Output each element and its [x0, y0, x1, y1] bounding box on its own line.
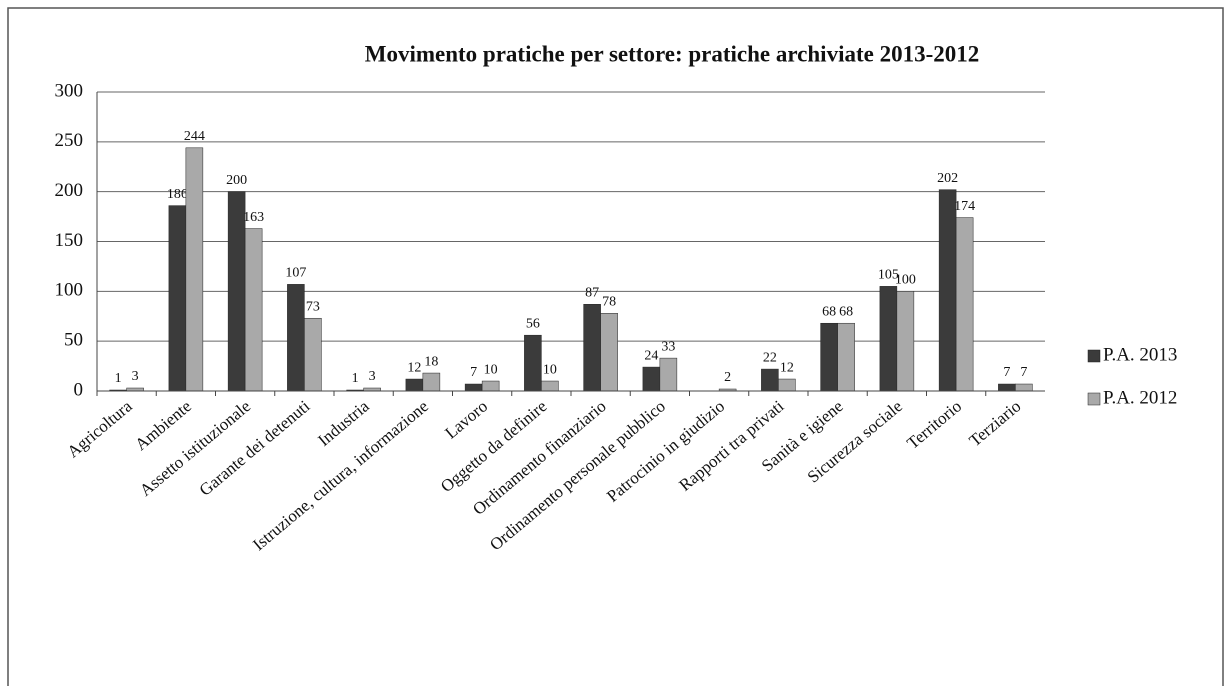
bar	[642, 366, 661, 392]
bar	[524, 334, 542, 392]
bar	[778, 378, 796, 392]
x-tick-label: Terziario	[965, 397, 1024, 451]
x-tick-label: Garante dei detenuti	[196, 396, 314, 499]
value-label: 56	[526, 316, 540, 331]
y-tick-label: 250	[55, 130, 84, 151]
value-label: 24	[644, 348, 658, 363]
bar	[837, 322, 855, 392]
legend-label: P.A. 2012	[1103, 387, 1177, 408]
bar	[422, 372, 441, 392]
value-label: 7	[470, 365, 477, 380]
value-label: 163	[243, 210, 264, 225]
x-tick-label: Oggetto da definire	[437, 397, 550, 497]
bar	[998, 383, 1016, 392]
bar	[244, 228, 263, 392]
bar	[287, 284, 305, 392]
bar	[761, 368, 779, 392]
value-label: 73	[306, 299, 320, 314]
bar	[168, 205, 187, 392]
value-label: 7	[1003, 365, 1010, 380]
bar	[896, 291, 915, 392]
value-label: 1	[352, 371, 359, 386]
y-tick-label: 300	[55, 80, 84, 101]
x-tick-label: Agricoltura	[63, 396, 136, 461]
bar	[464, 383, 483, 392]
bar	[185, 147, 204, 392]
bar	[955, 217, 974, 392]
value-label: 2	[724, 370, 731, 385]
legend-swatch	[1087, 349, 1101, 363]
value-label: 1	[115, 371, 122, 386]
x-tick-label: Lavoro	[441, 397, 491, 443]
value-label: 3	[132, 369, 139, 384]
value-label: 12	[780, 360, 794, 375]
bar	[879, 286, 898, 392]
value-label: 186	[167, 187, 188, 202]
value-label: 78	[602, 294, 616, 309]
x-tick-label: Rapporti tra privati	[675, 396, 787, 494]
value-label: 87	[585, 286, 599, 301]
value-label: 100	[895, 273, 916, 288]
value-label: 22	[763, 350, 777, 365]
value-label: 10	[484, 362, 498, 377]
bar	[583, 304, 601, 392]
value-label: 68	[839, 304, 853, 319]
value-label: 244	[184, 129, 205, 144]
y-tick-label: 0	[74, 379, 84, 400]
frame	[7, 7, 1224, 686]
bar	[405, 378, 424, 392]
value-label: 33	[661, 339, 675, 354]
bar	[541, 380, 559, 392]
value-label: 105	[878, 268, 899, 283]
value-label: 10	[543, 362, 557, 377]
value-label: 68	[822, 304, 836, 319]
x-tick-label: Territorio	[903, 397, 965, 453]
value-label: 3	[369, 369, 376, 384]
value-label: 18	[424, 354, 438, 369]
value-label: 174	[954, 199, 975, 214]
value-label: 7	[1020, 365, 1027, 380]
y-tick-label: 100	[55, 280, 84, 301]
legend-swatch	[1087, 392, 1101, 406]
bar	[304, 317, 322, 392]
bar	[600, 313, 618, 392]
value-label: 107	[285, 266, 306, 281]
value-label: 202	[937, 171, 958, 186]
value-label: 200	[226, 173, 247, 188]
legend-label: P.A. 2013	[1103, 344, 1177, 365]
bar	[481, 380, 500, 392]
y-tick-label: 150	[55, 230, 84, 251]
bar	[820, 322, 838, 392]
bar	[1015, 383, 1033, 392]
bar	[659, 357, 678, 392]
y-tick-label: 50	[64, 330, 83, 351]
y-tick-label: 200	[55, 180, 84, 201]
bar	[938, 189, 957, 392]
value-label: 12	[407, 360, 421, 375]
chart-title: Movimento pratiche per settore: pratiche…	[365, 41, 979, 66]
